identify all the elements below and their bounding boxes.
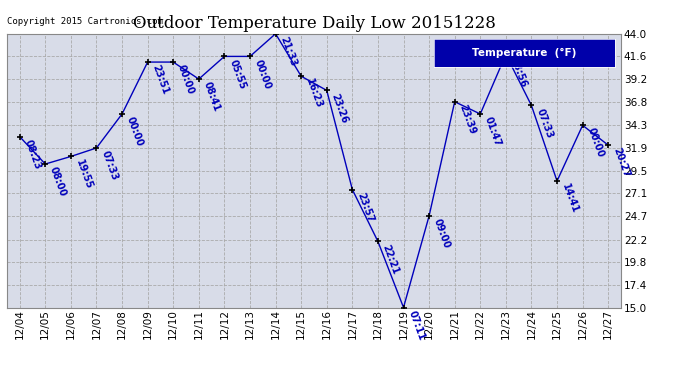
Text: 23:56: 23:56 xyxy=(509,56,529,88)
Text: 09:00: 09:00 xyxy=(432,217,452,250)
Text: 07:33: 07:33 xyxy=(99,149,119,182)
Text: 14:41: 14:41 xyxy=(560,182,580,215)
Text: 23:26: 23:26 xyxy=(330,92,350,124)
Text: 22:21: 22:21 xyxy=(381,243,401,275)
Title: Outdoor Temperature Daily Low 20151228: Outdoor Temperature Daily Low 20151228 xyxy=(132,15,495,32)
Text: 00:00: 00:00 xyxy=(176,63,196,96)
Text: 01:47: 01:47 xyxy=(483,116,503,148)
Text: 08:00: 08:00 xyxy=(48,165,68,198)
Text: 00:00: 00:00 xyxy=(585,127,605,159)
Text: 00:00: 00:00 xyxy=(253,58,273,90)
Text: 16:23: 16:23 xyxy=(304,78,324,110)
Text: 20:27: 20:27 xyxy=(611,147,631,179)
Text: 21:33: 21:33 xyxy=(278,35,298,68)
Text: 08:23: 08:23 xyxy=(23,138,43,171)
Text: 08:41: 08:41 xyxy=(201,81,221,113)
Text: 07:11: 07:11 xyxy=(406,309,426,342)
Text: 23:51: 23:51 xyxy=(150,63,170,96)
Text: 00:00: 00:00 xyxy=(125,116,145,148)
Text: 23:39: 23:39 xyxy=(457,103,477,136)
Text: 19:55: 19:55 xyxy=(74,158,94,190)
Text: Copyright 2015 Cartronics.com: Copyright 2015 Cartronics.com xyxy=(7,17,163,26)
Text: 05:55: 05:55 xyxy=(227,58,247,90)
Text: 23:57: 23:57 xyxy=(355,191,375,224)
Text: 07:33: 07:33 xyxy=(534,107,554,140)
